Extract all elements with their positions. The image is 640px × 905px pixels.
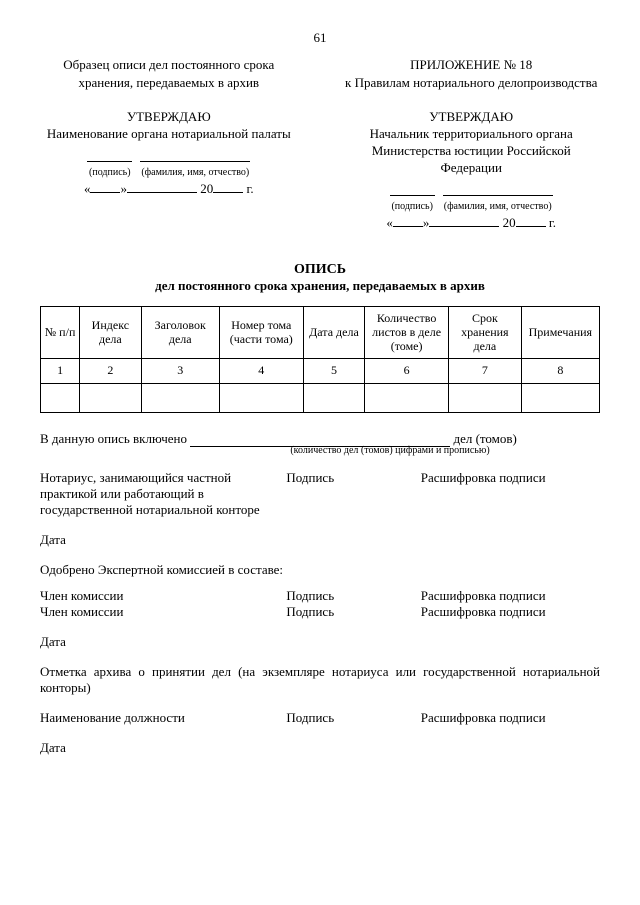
header-row: Образец описи дел постоянного срока хран… [40, 56, 600, 91]
table-col-number: 6 [365, 358, 449, 383]
header-left: Образец описи дел постоянного срока хран… [40, 56, 298, 91]
approve-left-body: Наименование органа нотариальной палаты [40, 126, 298, 143]
member-label: Член комиссии [40, 604, 286, 620]
table-cell [219, 383, 303, 412]
doc-title: ОПИСЬ [40, 262, 600, 278]
table-cell [80, 383, 141, 412]
table-col-number: 1 [41, 358, 80, 383]
table-col-number: 4 [219, 358, 303, 383]
signature-col: Подпись [286, 470, 420, 518]
q-close: » [120, 181, 127, 196]
signature-col: Подпись [286, 710, 420, 726]
sig-label: (фамилия, имя, отчество) [443, 200, 553, 213]
decode-col: Расшифровка подписи [421, 588, 600, 604]
date-label: Дата [40, 740, 600, 756]
date-row-right: « » 20 г. [342, 215, 600, 232]
header-right: ПРИЛОЖЕНИЕ № 18 к Правилам нотариального… [342, 56, 600, 91]
date-label: Дата [40, 532, 600, 548]
year-suffix: г. [246, 181, 253, 196]
decode-col: Расшифровка подписи [421, 604, 600, 620]
year-suffix: г. [549, 215, 556, 230]
date-row-left: « » 20 г. [40, 181, 298, 198]
signature-col: Подпись [286, 588, 420, 604]
sig-label: (подпись) [87, 166, 132, 179]
member-label: Член комиссии [40, 588, 286, 604]
table-cell [365, 383, 449, 412]
sig-label: (фамилия, имя, отчество) [140, 166, 250, 179]
approve-right: УТВЕРЖДАЮ Начальник территориального орг… [342, 109, 600, 231]
approve-row: УТВЕРЖДАЮ Наименование органа нотариальн… [40, 109, 600, 231]
doc-subtitle: дел постоянного срока хранения, передава… [40, 278, 600, 294]
table-header: Номер тома (части тома) [219, 306, 303, 358]
included-prefix: В данную опись включено [40, 431, 187, 446]
table-cell [449, 383, 522, 412]
table-cell [303, 383, 364, 412]
q-open: « [386, 215, 393, 230]
table-number-row: 12345678 [41, 358, 600, 383]
signature-col: Подпись [286, 604, 420, 620]
table-cell [141, 383, 219, 412]
table-header-row: № п/пИндекс делаЗаголовок делаНомер тома… [41, 306, 600, 358]
q-close: » [423, 215, 430, 230]
notary-row: Нотариус, занимающийся частной практикой… [40, 470, 600, 518]
position-label: Наименование должности [40, 710, 286, 726]
table-col-number: 2 [80, 358, 141, 383]
q-open: « [84, 181, 91, 196]
approve-right-body: Начальник территориального органа Минист… [342, 126, 600, 177]
approve-left: УТВЕРЖДАЮ Наименование органа нотариальн… [40, 109, 298, 231]
table-cell [521, 383, 599, 412]
table-header: Количество листов в деле (томе) [365, 306, 449, 358]
year-prefix: 20 [200, 181, 213, 196]
table-col-number: 5 [303, 358, 364, 383]
approve-left-title: УТВЕРЖДАЮ [40, 109, 298, 126]
member-row-1: Член комиссии Подпись Расшифровка подпис… [40, 588, 600, 604]
table-col-number: 3 [141, 358, 219, 383]
appendix-ref: к Правилам нотариального делопроизводств… [342, 74, 600, 92]
decode-col: Расшифровка подписи [421, 710, 600, 726]
appendix-number: ПРИЛОЖЕНИЕ № 18 [342, 56, 600, 74]
approve-right-title: УТВЕРЖДАЮ [342, 109, 600, 126]
table-header: Дата дела [303, 306, 364, 358]
table-col-number: 8 [521, 358, 599, 383]
date-label: Дата [40, 634, 600, 650]
archive-note: Отметка архива о принятии дел (на экземп… [40, 664, 600, 696]
table-header: Примечания [521, 306, 599, 358]
year-prefix: 20 [503, 215, 516, 230]
table-header: Заголовок дела [141, 306, 219, 358]
decode-col: Расшифровка подписи [421, 470, 600, 518]
sig-line-left: (подпись) (фамилия, имя, отчество) [40, 149, 298, 179]
sig-label: (подпись) [390, 200, 435, 213]
table-cell [41, 383, 80, 412]
table-empty-row [41, 383, 600, 412]
member-row-2: Член комиссии Подпись Расшифровка подпис… [40, 604, 600, 620]
table-header: Индекс дела [80, 306, 141, 358]
position-row: Наименование должности Подпись Расшифров… [40, 710, 600, 726]
page-number: 61 [40, 30, 600, 46]
sig-line-right: (подпись) (фамилия, имя, отчество) [342, 183, 600, 213]
table-col-number: 7 [449, 358, 522, 383]
table-header: № п/п [41, 306, 80, 358]
approved-by: Одобрено Экспертной комиссией в составе: [40, 562, 600, 578]
inventory-table: № п/пИндекс делаЗаголовок делаНомер тома… [40, 306, 600, 413]
notary-text: Нотариус, занимающийся частной практикой… [40, 470, 286, 518]
table-header: Срок хранения дела [449, 306, 522, 358]
included-suffix: дел (томов) [453, 431, 516, 446]
